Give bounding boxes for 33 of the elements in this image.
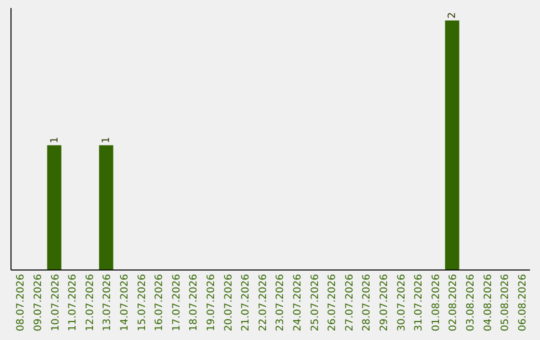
data-label: 2 xyxy=(447,12,458,18)
x-tick-label: 02.08.2026 xyxy=(448,274,460,332)
x-tick-label: 14.07.2026 xyxy=(119,274,130,332)
x-tick-label: 05.08.2026 xyxy=(500,274,512,332)
x-tick-label: 19.07.2026 xyxy=(206,274,217,332)
x-tick-label: 04.08.2026 xyxy=(482,274,494,332)
x-tick-label: 21.07.2026 xyxy=(240,274,252,332)
x-tick-label: 18.07.2026 xyxy=(188,274,200,332)
x-tick-label: 12.07.2026 xyxy=(84,274,96,332)
data-label: 1 xyxy=(101,136,112,144)
x-tick-label: 20.07.2026 xyxy=(223,274,234,332)
x-tick-label: 10.07.2026 xyxy=(50,274,62,332)
x-tick-label: 09.07.2026 xyxy=(32,274,44,332)
x-tick-label: 30.07.2026 xyxy=(396,274,408,332)
x-tick-label: 31.07.2026 xyxy=(414,274,425,332)
x-tick-label: 22.07.2026 xyxy=(258,274,269,332)
x-tick-label: 28.07.2026 xyxy=(362,274,373,332)
x-tick-label: 29.07.2026 xyxy=(378,274,390,332)
x-tick-label: 08.07.2026 xyxy=(16,274,27,332)
x-tick-label: 24.07.2026 xyxy=(292,274,304,332)
x-tick-label: 17.07.2026 xyxy=(171,274,182,332)
x-tick-label: 06.08.2026 xyxy=(517,274,528,332)
x-tick-label: 13.07.2026 xyxy=(102,274,114,332)
x-tick-label: 25.07.2026 xyxy=(310,274,321,332)
x-tick-label: 03.08.2026 xyxy=(465,274,476,332)
data-label: 1 xyxy=(49,136,60,144)
x-tick-label: 01.08.2026 xyxy=(430,274,442,332)
x-tick-label: 16.07.2026 xyxy=(154,274,166,332)
x-tick-label: 15.07.2026 xyxy=(136,274,148,332)
x-tick-label: 27.07.2026 xyxy=(344,274,356,332)
x-tick-label: 11.07.2026 xyxy=(68,274,79,332)
x-tick-label: 26.07.2026 xyxy=(327,274,338,332)
x-tick-label: 23.07.2026 xyxy=(275,274,286,332)
